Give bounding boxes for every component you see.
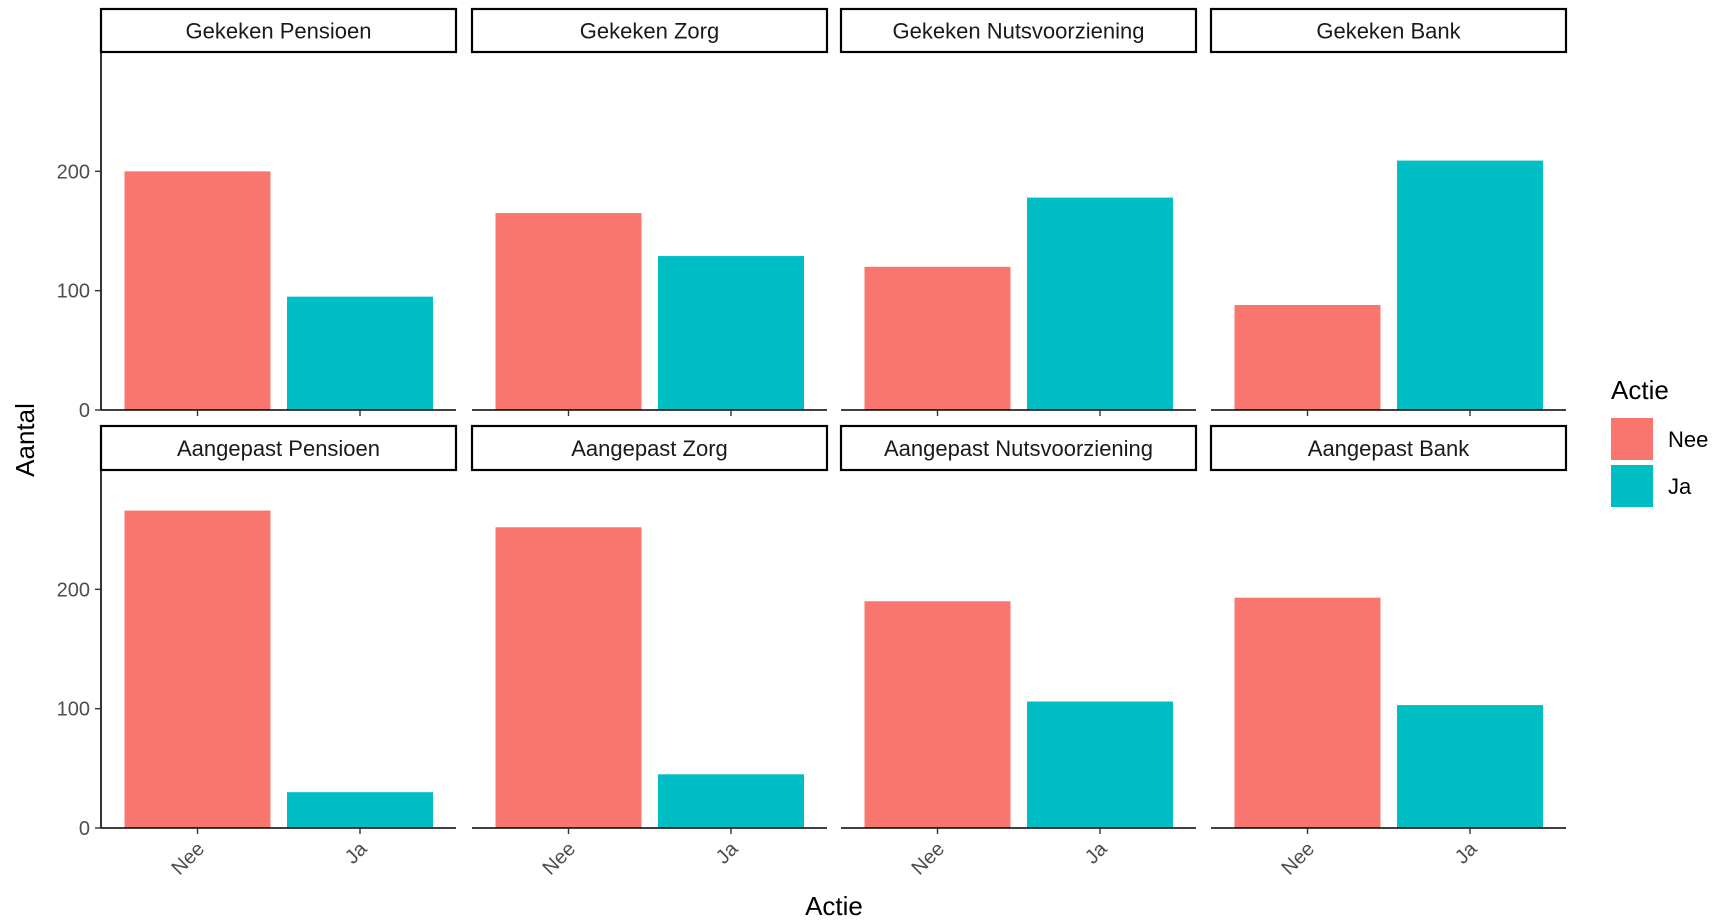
facet-strip — [839, 7, 1198, 54]
y-tick-label: 0 — [79, 818, 90, 840]
facet-panel: Aangepast Zorg Nee Ja — [470, 424, 829, 880]
y-tick-label: 100 — [57, 699, 90, 721]
bar-ja — [658, 774, 804, 828]
facet-panel: Gekeken Zorg — [470, 7, 829, 416]
facet-strip — [1209, 424, 1568, 472]
facet-strip — [470, 7, 829, 54]
facet-strip-label: Gekeken Pensioen — [186, 19, 372, 44]
y-tick-label: 100 — [57, 281, 90, 303]
x-tick-label: Ja — [712, 837, 743, 868]
facet-strip-label: Aangepast Nutsvoorziening — [884, 436, 1153, 461]
bar-nee — [864, 266, 1011, 410]
bar-ja — [1397, 160, 1543, 410]
facet-strip-label: Gekeken Bank — [1316, 19, 1461, 44]
bar-ja — [287, 296, 433, 410]
legend: Actie Nee Ja — [1611, 375, 1708, 507]
bar-nee — [124, 510, 271, 828]
bar-nee — [124, 171, 271, 410]
bar-ja — [658, 256, 804, 410]
y-tick-label: 0 — [79, 400, 90, 422]
y-tick-label: 200 — [57, 161, 90, 183]
chart-panels: Gekeken Pensioen 0 100 200 Gekeken Zorg Gekek… — [57, 7, 1568, 880]
facet-panel: Gekeken Pensioen 0 100 200 — [57, 7, 458, 422]
legend-key-ja — [1611, 465, 1653, 507]
facet-strip-label: Aangepast Zorg — [571, 436, 728, 461]
x-axis-title: Actie — [805, 891, 863, 921]
facet-strip — [99, 424, 458, 472]
facet-panel: Gekeken Nutsvoorziening — [839, 7, 1198, 416]
bar-ja — [1397, 705, 1543, 828]
facet-panel: Gekeken Bank — [1209, 7, 1568, 416]
facet-strip — [839, 424, 1198, 472]
legend-label: Nee — [1668, 427, 1708, 452]
facet-panel: Aangepast Bank Nee Ja — [1209, 424, 1568, 880]
facet-strip-label: Aangepast Bank — [1308, 436, 1470, 461]
bar-nee — [1234, 304, 1381, 410]
bar-ja — [287, 792, 433, 828]
x-tick-label: Nee — [908, 838, 950, 880]
legend-key-nee — [1611, 418, 1653, 460]
legend-label: Ja — [1668, 474, 1692, 499]
facet-strip-label: Aangepast Pensioen — [177, 436, 380, 461]
y-tick-label: 200 — [57, 579, 90, 601]
facet-panel: Aangepast Nutsvoorziening Nee Ja — [839, 424, 1198, 880]
bar-ja — [1027, 197, 1173, 410]
x-tick-label: Ja — [341, 837, 372, 868]
y-axis-title: Aantal — [10, 403, 40, 477]
legend-title: Actie — [1611, 375, 1669, 405]
facet-panel: Aangepast Pensioen Nee Ja 0 100 200 — [57, 424, 458, 880]
facet-strip-label: Gekeken Nutsvoorziening — [893, 19, 1145, 44]
facet-strip-label: Gekeken Zorg — [580, 19, 719, 44]
bar-ja — [1027, 701, 1173, 828]
x-tick-label: Ja — [1451, 837, 1482, 868]
x-tick-label: Nee — [1278, 838, 1320, 880]
x-tick-label: Nee — [168, 838, 210, 880]
bar-nee — [495, 527, 642, 828]
facet-strip — [470, 424, 829, 472]
bar-nee — [864, 601, 1011, 828]
bar-nee — [1234, 597, 1381, 828]
facet-strip — [1209, 7, 1568, 54]
x-tick-label: Ja — [1081, 837, 1112, 868]
x-tick-label: Nee — [539, 838, 581, 880]
facet-strip — [99, 7, 458, 54]
bar-nee — [495, 213, 642, 410]
